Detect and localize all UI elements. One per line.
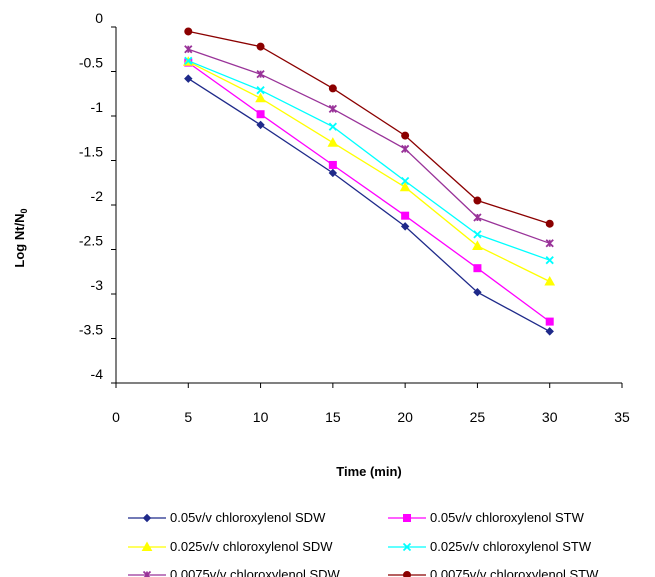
y-axis-title: Log Nt/N0 [12,208,29,267]
legend-item: 0.0075v/v chloroxylenol STW [388,567,599,577]
x-tick-label: 0 [112,409,120,425]
legend-label: 0.05v/v chloroxylenol STW [430,510,585,525]
x-tick-label: 5 [184,409,192,425]
data-point [256,110,265,119]
data-point [401,131,410,140]
y-tick-label: -2 [91,188,104,204]
y-axis: 0 -0.5 -1 -1.5 -2 -2.5 -3 -3.5 -4 [79,10,117,384]
series-1 [184,74,554,336]
data-point [473,264,482,273]
data-point [256,42,265,51]
legend-label: 0.0075v/v chloroxylenol SDW [170,567,341,577]
data-point [545,239,554,248]
series-4 [184,56,554,265]
data-point [327,137,339,147]
series-6 [184,27,554,228]
data-point [473,230,482,239]
x-tick-label: 25 [470,409,486,425]
legend-marker [402,542,412,552]
legend-item: 0.025v/v chloroxylenol SDW [128,539,333,554]
data-point [400,222,410,231]
legend-label: 0.05v/v chloroxylenol SDW [170,510,326,525]
series-lines [182,27,556,336]
data-point [401,144,410,154]
data-point [184,45,193,54]
data-point [256,120,265,130]
data-point [399,181,411,192]
legend-label: 0.025v/v chloroxylenol SDW [170,539,333,554]
data-point [184,74,193,83]
series-3 [182,56,556,286]
legend-label: 0.025v/v chloroxylenol STW [430,539,592,554]
x-axis: 0 5 10 15 20 25 30 35 [112,382,630,425]
legend-label: 0.0075v/v chloroxylenol STW [430,567,599,577]
data-point [255,92,266,103]
x-tick-label: 30 [542,409,558,425]
data-point [328,168,338,178]
data-point [545,317,554,326]
legend-marker [141,541,153,551]
data-point [473,213,482,222]
series-line [187,62,551,323]
data-point [184,27,193,36]
data-point [328,160,337,169]
data-point [545,327,554,336]
y-tick-label: -3 [91,277,104,293]
data-point [184,56,193,65]
y-axis-title-main: Log Nt/N [12,213,27,267]
data-point [472,240,483,250]
legend: 0.05v/v chloroxylenol SDW 0.05v/v chlorox… [128,510,599,577]
data-point [401,211,410,220]
data-point [545,256,554,265]
y-tick-label: 0 [95,10,103,26]
series-line [187,78,551,332]
legend-item: 0.025v/v chloroxylenol STW [388,539,592,554]
legend-marker [403,571,411,577]
legend-marker [142,570,152,577]
x-tick-label: 15 [325,409,341,425]
y-tick-label: -1.5 [79,144,103,160]
x-tick-label: 35 [614,409,630,425]
data-point [544,276,556,286]
data-point [328,122,337,131]
data-point [256,86,265,95]
data-point [328,84,337,93]
x-tick-label: 10 [253,409,269,425]
y-tick-label: -0.5 [79,55,103,71]
data-point [256,70,265,79]
series-line [188,61,550,283]
series-line [188,48,550,244]
data-point [328,104,337,114]
data-point [545,219,554,228]
y-tick-label: -4 [91,366,104,382]
legend-item: 0.05v/v chloroxylenol STW [388,510,585,525]
y-tick-label: -3.5 [79,322,103,338]
series-2 [184,58,554,326]
series-5 [184,45,554,248]
legend-item: 0.05v/v chloroxylenol SDW [128,510,326,525]
y-tick-label: -1 [91,99,104,115]
series-line [188,30,550,225]
series-line [188,60,550,261]
y-tick-label: -2.5 [79,233,103,249]
y-axis-title-subscript: 0 [19,208,29,213]
data-point [401,176,410,186]
x-tick-label: 20 [397,409,413,425]
data-point [473,288,482,297]
legend-item: 0.0075v/v chloroxylenol SDW [128,567,341,577]
x-axis-title: Time (min) [336,464,402,479]
legend-marker [403,514,411,522]
data-point [473,196,482,205]
legend-marker [142,513,152,523]
